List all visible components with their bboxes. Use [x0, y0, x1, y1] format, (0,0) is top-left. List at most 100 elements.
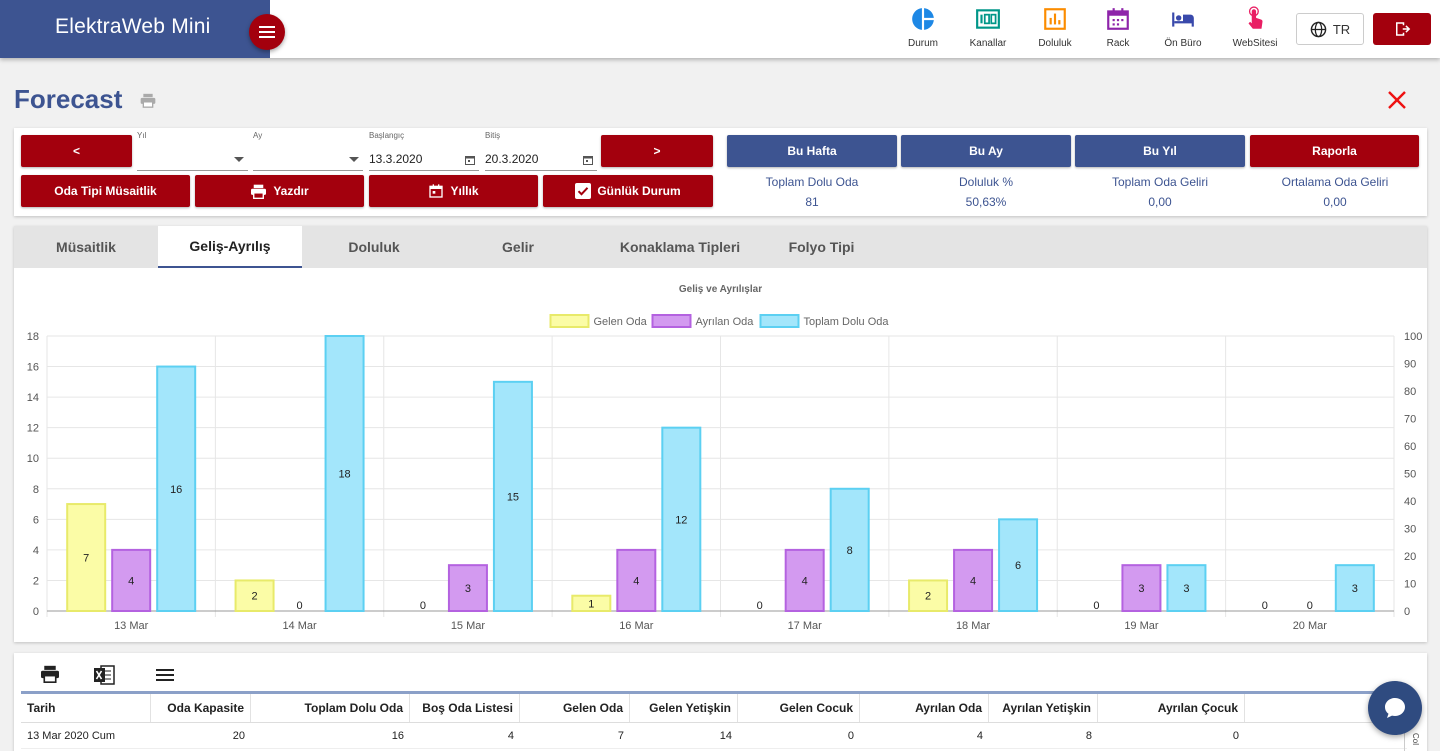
stat-occupancy: Doluluk % 50,63%: [901, 175, 1071, 209]
bar-value-label: 0: [297, 600, 303, 612]
tab-gelir[interactable]: Gelir: [502, 239, 534, 255]
column-header[interactable]: Boş Oda Listesi: [410, 694, 520, 722]
y-tick-label: 10: [27, 453, 39, 465]
column-header[interactable]: Gelen Oda: [520, 694, 630, 722]
nav-kanallar[interactable]: Kanallar: [956, 6, 1020, 54]
x-tick-label: 20 Mar: [1293, 620, 1328, 632]
daily-status-button[interactable]: Günlük Durum: [543, 175, 713, 207]
next-button[interactable]: >: [601, 135, 713, 167]
nav-durum[interactable]: Durum: [891, 6, 955, 54]
table-cell: 0: [1232, 729, 1239, 742]
close-icon[interactable]: [1386, 89, 1408, 111]
checkbox-checked-icon: [575, 183, 592, 199]
y-tick-label: 6: [33, 514, 39, 526]
x-tick-label: 17 Mar: [788, 620, 823, 632]
print-icon[interactable]: [140, 93, 156, 108]
x-tick-label: 16 Mar: [619, 620, 654, 632]
nav-label: Ön Büro: [1164, 38, 1202, 49]
start-date-field[interactable]: Başlangıç 13.3.2020: [369, 131, 479, 171]
year-select[interactable]: Yıl: [137, 131, 248, 171]
stat-total-revenue: Toplam Oda Geliri 0,00: [1075, 175, 1245, 209]
tab-konaklama-tipleri[interactable]: Konaklama Tipleri: [619, 239, 741, 255]
column-header[interactable]: Toplam Dolu Oda: [251, 694, 410, 722]
nav-label: Doluluk: [1038, 38, 1072, 49]
calendar-icon[interactable]: [583, 155, 593, 165]
nav-doluluk[interactable]: Doluluk: [1023, 6, 1087, 54]
table-cell: 20: [232, 729, 245, 742]
nav-rack[interactable]: Rack: [1086, 6, 1150, 54]
excel-icon[interactable]: [93, 664, 115, 686]
bar-value-label: 1: [588, 598, 594, 610]
print-icon[interactable]: [40, 665, 60, 683]
y-tick-label: 14: [27, 392, 39, 404]
x-tick-label: 15 Mar: [451, 620, 486, 632]
nav-label: Kanallar: [969, 38, 1007, 49]
nav-websitesi[interactable]: WebSitesi: [1223, 6, 1287, 54]
this-week-button[interactable]: Bu Hafta: [727, 135, 897, 167]
language-label: TR: [1332, 21, 1351, 37]
table-cell: 4: [507, 729, 514, 742]
arrivals-departures-chart: Geliş ve Ayrılışlar Gelen Oda Ayrılan Oda T…: [27, 284, 1423, 632]
yearly-button[interactable]: Yıllık: [369, 175, 538, 207]
bar: [908, 579, 949, 613]
bar: [784, 548, 825, 612]
nav-on-buro[interactable]: Ön Büro: [1151, 6, 1215, 54]
tab-musaitlik[interactable]: Müsaitlik: [56, 239, 116, 255]
logout-button[interactable]: [1373, 13, 1431, 45]
y2-tick-label: 0: [1404, 606, 1410, 618]
stat-total-occupied: Toplam Dolu Oda 81: [727, 175, 897, 209]
end-date-field[interactable]: Bitiş 20.3.2020: [485, 131, 597, 171]
print-label: Yazdır: [273, 184, 309, 198]
column-header[interactable]: Ayrılan Oda: [860, 694, 989, 722]
bar-chart-icon: [1044, 8, 1066, 30]
tab-doluluk[interactable]: Doluluk: [348, 239, 400, 255]
nav-label: Rack: [1106, 38, 1130, 49]
prev-button[interactable]: <: [21, 135, 132, 167]
hamburger-icon[interactable]: [156, 668, 174, 682]
x-tick-label: 13 Mar: [114, 620, 149, 632]
column-header[interactable]: Ayrılan Yetişkin: [989, 694, 1098, 722]
language-button[interactable]: TR: [1296, 13, 1364, 45]
bar-value-label: 0: [420, 600, 426, 612]
bar-value-label: 16: [170, 484, 182, 496]
bar: [66, 503, 107, 612]
bar: [661, 426, 702, 612]
room-type-availability-button[interactable]: Oda Tipi Müsaitlik: [21, 175, 190, 207]
column-header[interactable]: Gelen Yetişkin: [630, 694, 738, 722]
y-tick-label: 0: [33, 606, 39, 618]
calendar-icon[interactable]: [465, 155, 475, 165]
this-year-button[interactable]: Bu Yıl: [1075, 135, 1245, 167]
column-header[interactable]: Oda Kapasite: [151, 694, 251, 722]
table-cell: 0: [847, 729, 854, 742]
y2-tick-label: 40: [1404, 496, 1416, 508]
table-cell: 14: [719, 729, 732, 742]
table-row[interactable]: 13 Mar 2020 Cum 20 16 4 7 14 0 4 8 0: [21, 723, 1407, 749]
bar-value-label: 4: [970, 575, 976, 587]
y-tick-label: 12: [27, 423, 39, 435]
table-cell: 4: [976, 729, 983, 742]
column-header[interactable]: Tarih: [21, 694, 151, 722]
column-header[interactable]: Ayrılan Çocuk: [1098, 694, 1245, 722]
bar-value-label: 0: [757, 600, 763, 612]
stat-label: Toplam Oda Geliri: [1111, 175, 1209, 189]
pie-chart-icon: [912, 8, 934, 30]
this-month-button[interactable]: Bu Ay: [901, 135, 1071, 167]
bar-value-label: 4: [633, 575, 639, 587]
columns-side-panel[interactable]: Col: [1404, 723, 1420, 751]
bar-value-label: 3: [1138, 583, 1144, 595]
tab-folyo-tipi[interactable]: Folyo Tipi: [788, 239, 855, 255]
bar: [571, 594, 612, 613]
month-select[interactable]: Ay: [253, 131, 363, 171]
report-button[interactable]: Raporla: [1250, 135, 1419, 167]
print-button[interactable]: Yazdır: [195, 175, 364, 207]
chat-button[interactable]: [1368, 681, 1422, 735]
start-date-label: Başlangıç: [369, 131, 405, 140]
x-tick-label: 18 Mar: [956, 620, 991, 632]
y2-tick-label: 90: [1404, 359, 1416, 371]
nav-label: Durum: [907, 38, 938, 49]
column-header[interactable]: Gelen Cocuk: [738, 694, 860, 722]
menu-button[interactable]: [249, 14, 285, 50]
y2-tick-label: 100: [1404, 331, 1422, 343]
bar: [156, 365, 197, 612]
tab-gelis-ayrilis[interactable]: Geliş-Ayrılış: [158, 226, 302, 268]
